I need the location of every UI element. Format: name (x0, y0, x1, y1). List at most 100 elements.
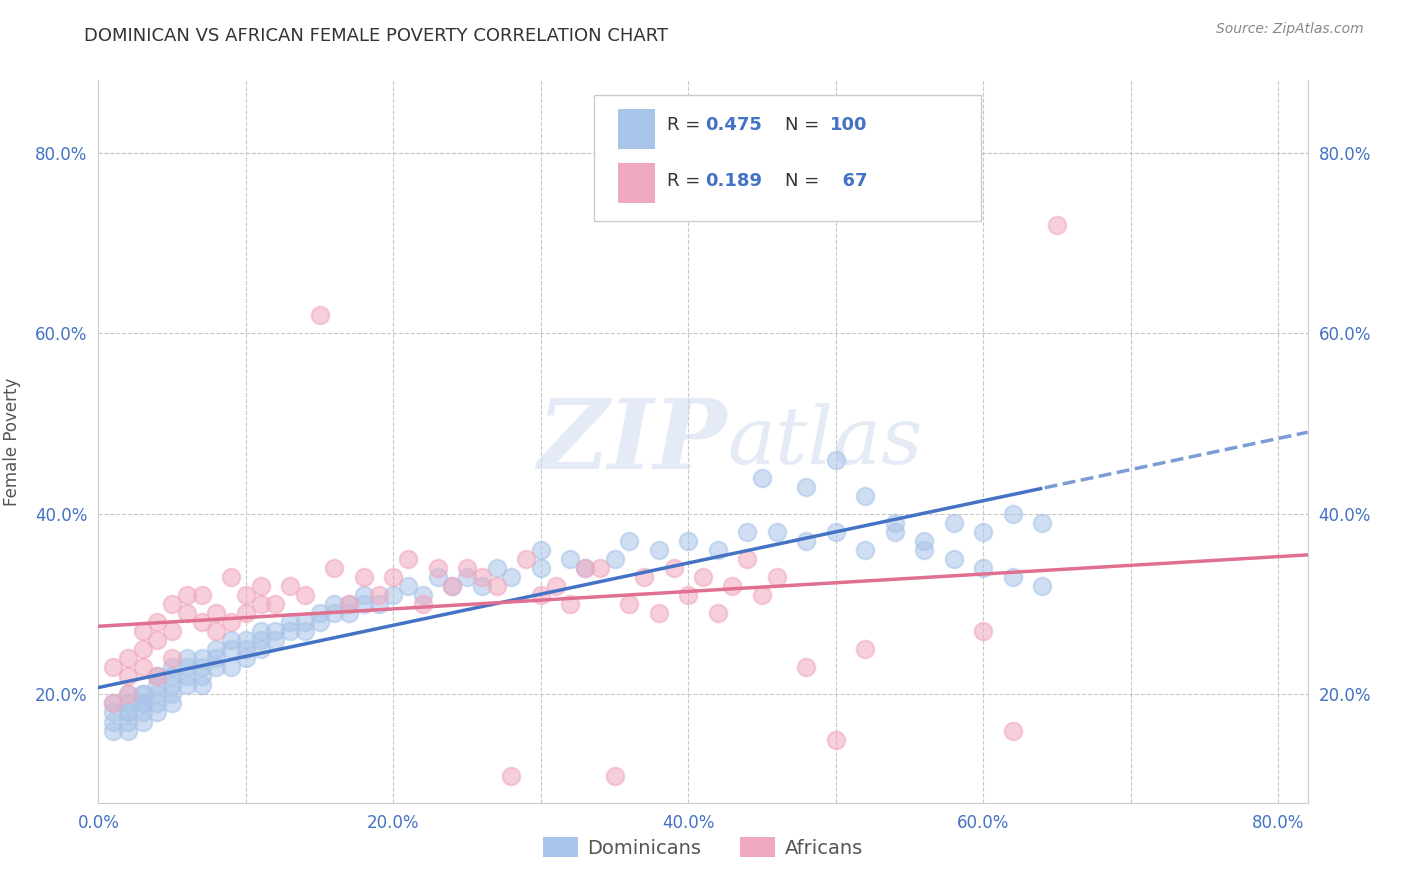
Point (794, 533, 817, 548)
Point (117, 723, 139, 738)
Point (160, 678, 183, 692)
FancyBboxPatch shape (595, 95, 981, 221)
Point (146, 678, 169, 692)
Point (530, 588, 553, 602)
Point (101, 714, 124, 729)
Point (337, 597, 360, 611)
Point (912, 542, 935, 557)
Text: DOMINICAN VS AFRICAN FEMALE POVERTY CORRELATION CHART: DOMINICAN VS AFRICAN FEMALE POVERTY CORR… (84, 27, 668, 45)
Point (117, 687, 139, 701)
Text: 100: 100 (830, 116, 868, 134)
Point (205, 651, 228, 665)
Point (972, 524, 994, 539)
Point (323, 597, 346, 611)
Point (278, 579, 301, 593)
Point (751, 588, 773, 602)
Point (603, 552, 626, 566)
Point (101, 697, 124, 711)
Point (706, 542, 728, 557)
Point (131, 714, 153, 729)
Point (1046, 218, 1069, 232)
Point (735, 552, 758, 566)
Point (353, 597, 375, 611)
Point (412, 597, 434, 611)
Point (278, 615, 301, 630)
Point (249, 624, 271, 639)
Text: R =: R = (666, 116, 706, 134)
Text: 0.475: 0.475 (706, 116, 762, 134)
Point (117, 687, 139, 701)
Text: 67: 67 (830, 172, 868, 190)
Point (205, 624, 228, 639)
Point (619, 533, 641, 548)
Point (160, 669, 183, 683)
Point (382, 588, 405, 602)
Point (515, 552, 537, 566)
Point (219, 633, 242, 648)
Point (190, 669, 212, 683)
Point (160, 624, 183, 639)
Point (219, 615, 242, 630)
Point (824, 452, 846, 467)
Text: atlas: atlas (727, 403, 922, 480)
Point (117, 706, 139, 720)
Point (883, 516, 905, 530)
Point (190, 588, 212, 602)
Point (146, 669, 169, 683)
Point (544, 579, 567, 593)
Point (249, 633, 271, 648)
Point (367, 588, 389, 602)
Point (205, 606, 228, 620)
Point (294, 615, 316, 630)
Point (308, 615, 330, 630)
Point (353, 570, 375, 584)
Point (765, 524, 787, 539)
Point (323, 561, 346, 575)
Point (176, 606, 198, 620)
Point (146, 615, 169, 630)
Point (824, 732, 846, 747)
Point (426, 561, 449, 575)
Point (131, 624, 153, 639)
Point (560, 552, 582, 566)
Point (131, 660, 153, 674)
Point (662, 561, 685, 575)
Point (441, 579, 464, 593)
Point (1001, 723, 1024, 738)
Point (456, 570, 478, 584)
Point (1001, 570, 1024, 584)
Point (1031, 579, 1053, 593)
Point (751, 471, 773, 485)
Legend: Dominicans, Africans: Dominicans, Africans (534, 830, 872, 865)
Point (131, 697, 153, 711)
Point (117, 669, 139, 683)
Point (176, 669, 198, 683)
Point (382, 570, 405, 584)
Point (308, 308, 330, 322)
Text: ZIP: ZIP (537, 394, 727, 489)
Point (972, 561, 994, 575)
Point (560, 597, 582, 611)
Point (146, 633, 169, 648)
Point (441, 579, 464, 593)
Text: Source: ZipAtlas.com: Source: ZipAtlas.com (1216, 22, 1364, 37)
Point (323, 606, 346, 620)
Point (264, 633, 287, 648)
Point (589, 561, 612, 575)
Point (235, 588, 257, 602)
Point (530, 542, 553, 557)
Point (353, 588, 375, 602)
Point (706, 606, 728, 620)
Point (160, 651, 183, 665)
Point (101, 723, 124, 738)
Point (853, 642, 876, 657)
Point (205, 642, 228, 657)
Point (883, 524, 905, 539)
Point (190, 651, 212, 665)
Point (853, 542, 876, 557)
Point (426, 570, 449, 584)
Point (249, 642, 271, 657)
Point (678, 533, 700, 548)
Point (249, 579, 271, 593)
Point (264, 597, 287, 611)
